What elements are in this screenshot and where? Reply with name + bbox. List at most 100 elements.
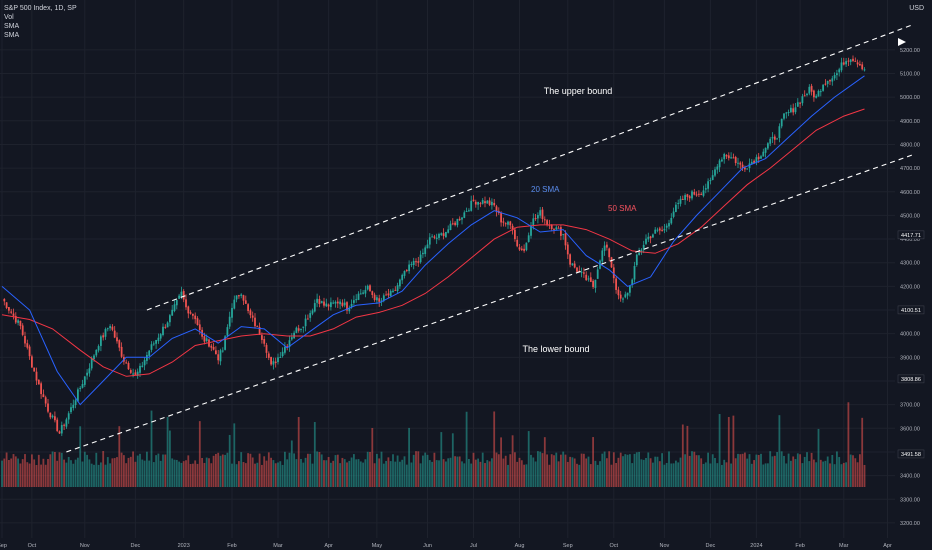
volume-bar bbox=[12, 454, 15, 487]
volume-bar bbox=[143, 460, 146, 487]
volume-bar bbox=[573, 458, 576, 487]
candle-body bbox=[304, 318, 307, 327]
candle-body bbox=[585, 274, 588, 281]
candle-body bbox=[254, 317, 256, 327]
volume-bar bbox=[238, 461, 240, 487]
candle-body bbox=[83, 376, 86, 385]
volume-bar bbox=[716, 463, 719, 487]
volume-bar bbox=[633, 453, 636, 487]
volume-bar bbox=[21, 459, 24, 487]
volume-bar bbox=[166, 417, 169, 487]
candle-body bbox=[408, 264, 410, 272]
candle-body bbox=[725, 155, 728, 157]
candle-body bbox=[787, 112, 790, 114]
volume-bar bbox=[753, 460, 755, 487]
volume-bar bbox=[601, 453, 604, 487]
volume-bar bbox=[675, 460, 677, 487]
volume-bar bbox=[684, 454, 686, 487]
candle-body bbox=[431, 236, 433, 238]
volume-bar bbox=[861, 417, 864, 487]
candle-body bbox=[31, 356, 33, 368]
volume-bar bbox=[3, 458, 6, 487]
volume-bar bbox=[325, 460, 328, 487]
volume-bar bbox=[152, 462, 155, 487]
candle-body bbox=[28, 346, 31, 357]
candle-body bbox=[750, 161, 753, 164]
volume-bar bbox=[704, 462, 707, 487]
candle-body bbox=[44, 397, 47, 404]
candle-body bbox=[238, 295, 240, 297]
volume-bar bbox=[606, 458, 608, 487]
price-tag bbox=[897, 374, 925, 384]
volume-bar bbox=[626, 454, 629, 487]
candle-body bbox=[792, 108, 795, 113]
candle-body bbox=[346, 302, 348, 311]
candle-body bbox=[806, 93, 808, 96]
volume-bar bbox=[60, 452, 63, 487]
candle-body bbox=[534, 218, 537, 220]
volume-bar bbox=[109, 463, 111, 487]
volume-bar bbox=[530, 454, 532, 487]
volume-bar bbox=[555, 452, 558, 487]
volume-bar bbox=[123, 455, 125, 487]
volume-bar bbox=[477, 458, 479, 487]
candle-body bbox=[8, 307, 10, 311]
candle-body bbox=[127, 363, 130, 370]
symbol-title[interactable]: S&P 500 Index, 1D, SP bbox=[4, 5, 77, 12]
candle-body bbox=[247, 304, 249, 311]
legend-sma-2[interactable]: SMA bbox=[4, 32, 20, 39]
volume-bar bbox=[525, 464, 528, 487]
y-tick-label: 4300.00 bbox=[900, 261, 920, 267]
candle-body bbox=[109, 326, 111, 329]
candle-body bbox=[277, 357, 279, 363]
candle-body bbox=[256, 325, 259, 327]
price-tag bbox=[897, 230, 925, 240]
candle-body bbox=[3, 299, 6, 302]
candle-body bbox=[415, 261, 417, 263]
price-tag bbox=[897, 449, 925, 459]
volume-bar bbox=[56, 460, 59, 487]
volume-bar bbox=[378, 458, 381, 487]
volume-bar bbox=[44, 464, 47, 487]
candle-body bbox=[799, 102, 801, 104]
candle-body bbox=[263, 339, 266, 344]
candle-body bbox=[378, 298, 381, 302]
volume-bar bbox=[42, 458, 45, 487]
candle-body bbox=[435, 237, 438, 240]
arrow-icon bbox=[898, 38, 906, 46]
candle-body bbox=[677, 202, 680, 204]
candle-body bbox=[562, 234, 565, 236]
y-tick-label: 4800.00 bbox=[900, 142, 920, 148]
volume-bar bbox=[842, 462, 845, 487]
candle-body bbox=[589, 277, 592, 282]
volume-bar bbox=[760, 453, 762, 487]
volume-bar bbox=[399, 461, 401, 487]
sma20-line bbox=[1, 75, 865, 406]
x-tick-label: Dec bbox=[131, 543, 141, 549]
volume-bar bbox=[718, 414, 721, 487]
candle-body bbox=[217, 354, 220, 361]
candle-body bbox=[325, 303, 328, 307]
x-tick-label: Jun bbox=[423, 543, 432, 549]
candle-body bbox=[617, 289, 620, 296]
volume-bar bbox=[465, 411, 468, 487]
volume-bar bbox=[320, 454, 323, 487]
volume-bar bbox=[792, 456, 795, 487]
volume-bar bbox=[520, 460, 523, 487]
candle-body bbox=[422, 252, 424, 255]
volume-bar bbox=[189, 464, 192, 487]
candle-body bbox=[665, 225, 668, 228]
volume-bar bbox=[428, 460, 431, 487]
currency-label[interactable]: USD bbox=[909, 5, 924, 12]
volume-bar bbox=[647, 452, 650, 487]
candle-body bbox=[244, 300, 247, 304]
volume-bar bbox=[461, 461, 463, 487]
volume-bar bbox=[164, 454, 167, 487]
volume-bar bbox=[226, 452, 229, 487]
volume-bar bbox=[603, 451, 606, 487]
price-tag bbox=[897, 305, 925, 315]
candle-body bbox=[270, 356, 272, 365]
legend-sma-1[interactable]: SMA bbox=[4, 23, 20, 30]
legend-volume[interactable]: Vol bbox=[4, 14, 14, 21]
